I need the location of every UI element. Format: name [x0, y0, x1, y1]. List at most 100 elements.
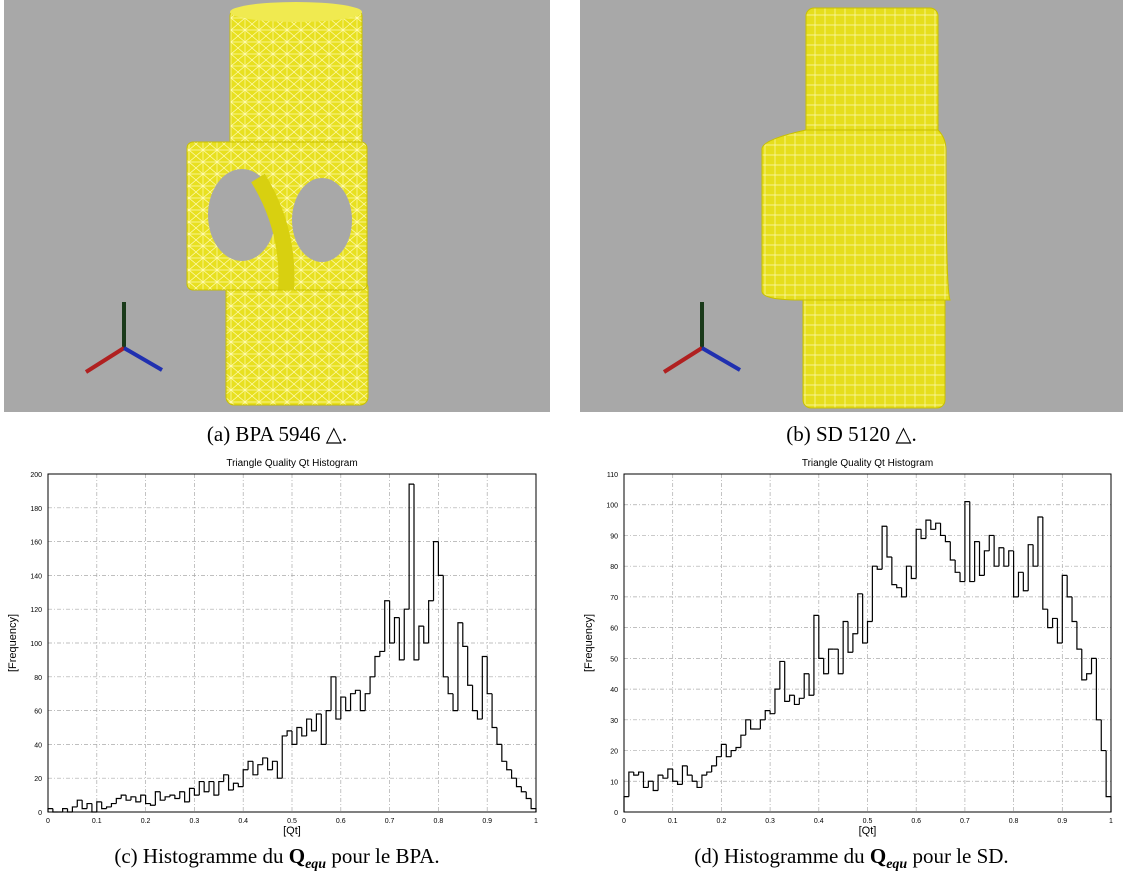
chart-title: Triangle Quality Qt Histogram — [802, 458, 933, 469]
histogram-bar — [530, 798, 537, 812]
histogram-bar — [296, 726, 302, 745]
caption-suffix: pour le BPA. — [331, 844, 440, 868]
histogram-bar — [374, 655, 380, 677]
histogram-bar — [983, 550, 990, 576]
histogram-bar — [808, 673, 814, 696]
histogram-bar — [939, 523, 946, 537]
histogram-bar — [413, 484, 419, 661]
histogram-bar — [208, 780, 214, 792]
histogram-bar — [81, 800, 88, 810]
x-tick-label: 0.1 — [668, 818, 678, 825]
x-tick-label: 0.2 — [141, 818, 151, 825]
histogram-bar — [764, 710, 771, 720]
histogram-bar — [730, 749, 737, 757]
histogram-bar — [686, 765, 693, 776]
x-tick-label: 0.8 — [1009, 818, 1019, 825]
histogram-bar — [120, 794, 127, 799]
y-tick-label: 80 — [34, 675, 42, 682]
histogram-bar — [442, 575, 449, 678]
histogram-bar — [1100, 719, 1107, 752]
histogram-bar — [105, 806, 112, 809]
histogram-bar — [978, 541, 985, 576]
histogram-bar — [428, 600, 434, 643]
histogram-bar — [71, 806, 78, 812]
histogram-bar — [86, 802, 92, 809]
histogram-bar — [125, 795, 131, 801]
histogram-bar — [886, 526, 892, 558]
histogram-bar — [1042, 517, 1048, 610]
histogram-bar — [1017, 571, 1024, 597]
x-tick-label: 0.1 — [92, 818, 102, 825]
histogram-bar — [359, 690, 366, 712]
histogram-bar — [179, 791, 185, 799]
histogram-bar — [701, 774, 707, 788]
x-tick-label: 0.7 — [385, 818, 395, 825]
histogram-bar — [725, 744, 732, 758]
histogram-bar — [1008, 550, 1014, 567]
histogram-bar — [784, 661, 790, 702]
histogram-bar — [432, 541, 439, 601]
subscript: equ — [305, 857, 327, 873]
histogram-bar — [740, 734, 746, 748]
histogram-bar — [193, 788, 200, 796]
histogram-bar — [706, 771, 712, 776]
histogram-bar — [184, 791, 190, 803]
x-tick-label: 0.7 — [960, 818, 970, 825]
histogram-bar — [813, 614, 819, 696]
histogram-bar — [457, 622, 463, 711]
histogram-bar — [798, 697, 805, 705]
histogram-bar — [998, 547, 1004, 567]
histogram-bar — [213, 781, 219, 796]
histogram-bar — [227, 774, 234, 791]
histogram-bar — [1056, 618, 1063, 644]
histogram-bar — [169, 794, 175, 797]
x-tick-label: 0.4 — [238, 818, 248, 825]
histogram-bar — [910, 566, 917, 580]
histogram-bar — [852, 633, 858, 653]
y-tick-label: 180 — [30, 506, 42, 513]
histogram-bar — [735, 746, 741, 751]
y-tick-label: 30 — [610, 718, 618, 725]
histogram-bar — [267, 757, 273, 771]
histogram-bar — [384, 600, 390, 652]
histogram-bar — [471, 685, 478, 712]
histogram-bar — [130, 796, 136, 801]
histogram-bar — [515, 778, 522, 788]
histogram-bar — [506, 761, 512, 771]
histogram-bar — [496, 727, 502, 745]
histogram-bar — [1037, 516, 1043, 567]
histogram-bar — [711, 765, 717, 773]
histogram-bar — [891, 556, 897, 586]
y-tick-label: 90 — [610, 533, 618, 540]
y-tick-label: 120 — [30, 607, 42, 614]
y-tick-label: 60 — [610, 626, 618, 633]
x-tick-label: 0.6 — [336, 818, 346, 825]
x-tick-label: 1 — [1109, 818, 1113, 825]
histogram-bar — [403, 608, 410, 660]
histogram-bar — [481, 655, 488, 720]
histogram-bar — [291, 730, 297, 745]
y-tick-label: 160 — [30, 540, 42, 547]
histogram-bar — [423, 626, 429, 644]
caption: (c) Histogramme du Qequ pour le BPA. — [4, 844, 550, 873]
histogram-bar — [76, 799, 83, 807]
histogram-bar — [389, 600, 395, 644]
histogram-bar — [676, 781, 683, 785]
histogram-bar — [988, 534, 995, 551]
histogram-bar — [993, 535, 999, 567]
caption: (d) Histogramme du Qequ pour le SD. — [580, 844, 1123, 873]
histogram-bar — [369, 676, 375, 694]
histogram-bar — [91, 803, 97, 813]
y-tick-label: 10 — [610, 779, 618, 786]
render-sd — [580, 0, 1123, 412]
histogram-bar — [823, 658, 829, 675]
histogram-bar — [257, 764, 263, 775]
histogram-bar — [681, 765, 688, 785]
histogram-bar — [101, 801, 107, 810]
histogram-bar — [837, 649, 844, 675]
histogram-bar — [511, 769, 517, 779]
caption: (b) SD 5120 △. — [786, 422, 917, 446]
histogram-bar — [393, 617, 400, 643]
histogram-bar — [1081, 649, 1087, 681]
histogram-bar — [349, 693, 356, 711]
